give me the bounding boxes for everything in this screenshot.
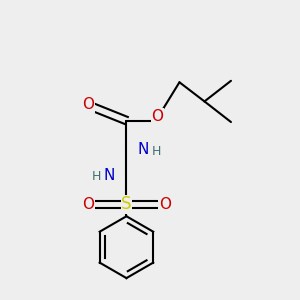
Text: O: O — [159, 197, 171, 212]
Text: O: O — [152, 109, 164, 124]
Text: S: S — [121, 196, 132, 214]
Text: N: N — [104, 167, 115, 182]
Text: H: H — [92, 170, 101, 183]
Text: O: O — [82, 97, 94, 112]
Text: N: N — [138, 142, 149, 158]
Text: O: O — [82, 197, 94, 212]
Text: H: H — [152, 145, 161, 158]
